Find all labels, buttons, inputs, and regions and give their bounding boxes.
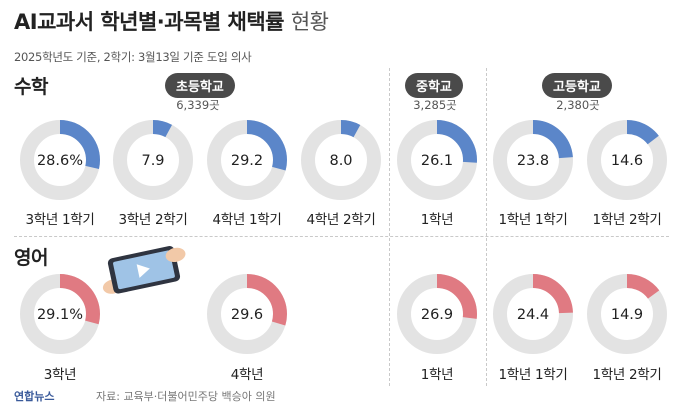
donut-english-3: 24.4 (493, 274, 573, 354)
donut-arc (493, 120, 573, 200)
donut-value-label: 14.6 (611, 153, 643, 169)
donut-value-label: 28.6% (37, 153, 83, 169)
donut-value-label: 26.1 (421, 153, 453, 169)
donut-category-label: 1학년 (420, 367, 454, 383)
footer-source: 자료: 교육부·더불어민주당 백승아 의원 (96, 390, 276, 403)
donut-math-3: 8.0 (301, 120, 381, 200)
english-section-label: 영어 (14, 247, 48, 269)
donut-english-1: 29.6 (207, 274, 287, 354)
donut-arc (397, 120, 477, 200)
donut-arc (587, 274, 667, 354)
donut-category-label: 1학년 1학기 (498, 212, 568, 228)
donut-math-5: 23.8 (493, 120, 573, 200)
divider-middle-high (486, 68, 487, 386)
donut-value-label: 23.8 (517, 153, 549, 169)
donut-arc (113, 120, 193, 200)
donut-math-6: 14.6 (587, 120, 667, 200)
donut-category-label: 1학년 (420, 212, 454, 228)
donut-category-label: 3학년 (43, 367, 77, 383)
donut-value-label: 26.9 (421, 307, 453, 323)
donut-value-label: 29.2 (231, 153, 263, 169)
high-count: 2,380곳 (556, 98, 600, 112)
donut-category-label: 4학년 2학기 (306, 212, 376, 228)
donut-category-label: 1학년 2학기 (592, 367, 662, 383)
donut-value-label: 29.6 (231, 307, 263, 323)
divider-math-english (14, 236, 669, 237)
donut-value-label: 7.9 (141, 153, 164, 169)
donut-arc (207, 120, 287, 200)
donut-arc (301, 120, 381, 200)
donut-arc (20, 274, 100, 354)
donut-arc (20, 120, 100, 200)
donut-arc (207, 274, 287, 354)
donut-math-0: 28.6% (20, 120, 100, 200)
math-section-label: 수학 (14, 76, 48, 98)
elementary-count: 6,339곳 (176, 98, 220, 112)
donut-category-label: 1학년 2학기 (592, 212, 662, 228)
donut-value-label: 14.9 (611, 307, 643, 323)
divider-elementary-middle (389, 68, 390, 386)
donut-arc (397, 274, 477, 354)
donut-english-4: 14.9 (587, 274, 667, 354)
title-main: AI교과서 학년별·과목별 채택률 (14, 10, 285, 34)
donut-category-label: 3학년 2학기 (118, 212, 188, 228)
right-hand-icon (165, 247, 186, 263)
page-title: AI교과서 학년별·과목별 채택률 현황 (14, 6, 329, 36)
middle-count: 3,285곳 (413, 98, 457, 112)
donut-value-label: 8.0 (329, 153, 352, 169)
title-light: 현황 (290, 10, 329, 34)
donut-math-1: 7.9 (113, 120, 193, 200)
donut-arc (587, 120, 667, 200)
donut-value-label: 29.1% (37, 307, 83, 323)
donut-english-2: 26.9 (397, 274, 477, 354)
donut-category-label: 3학년 1학기 (25, 212, 95, 228)
subtitle: 2025학년도 기준, 2학기: 3월13일 기준 도입 의사 (14, 50, 252, 64)
donut-english-0: 29.1% (20, 274, 100, 354)
play-icon (136, 264, 150, 278)
footer-brand: 연합뉴스 (14, 390, 55, 403)
middle-pill: 중학교 (405, 73, 463, 98)
tablet-illustration (102, 246, 186, 294)
donut-math-4: 26.1 (397, 120, 477, 200)
donut-arc (493, 274, 573, 354)
donut-category-label: 4학년 1학기 (212, 212, 282, 228)
donut-value-label: 24.4 (517, 307, 549, 323)
donut-category-label: 1학년 1학기 (498, 367, 568, 383)
donut-math-2: 29.2 (207, 120, 287, 200)
high-pill: 고등학교 (542, 73, 612, 98)
elementary-pill: 초등학교 (165, 73, 235, 98)
donut-category-label: 4학년 (230, 367, 264, 383)
